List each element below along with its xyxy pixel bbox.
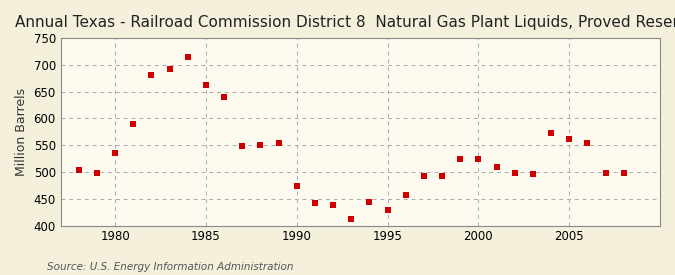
Title: Annual Texas - Railroad Commission District 8  Natural Gas Plant Liquids, Proved: Annual Texas - Railroad Commission Distr… xyxy=(15,15,675,30)
Point xyxy=(618,171,629,175)
Point xyxy=(310,200,321,205)
Point xyxy=(564,137,574,142)
Point xyxy=(273,141,284,145)
Point xyxy=(527,172,538,176)
Point xyxy=(491,164,502,169)
Point xyxy=(382,207,393,212)
Point xyxy=(200,82,211,87)
Point xyxy=(255,142,266,147)
Point xyxy=(600,171,611,175)
Point xyxy=(418,174,429,178)
Point xyxy=(146,73,157,77)
Point xyxy=(237,144,248,148)
Point xyxy=(400,193,411,197)
Point xyxy=(92,171,103,175)
Point xyxy=(74,168,84,172)
Y-axis label: Million Barrels: Million Barrels xyxy=(15,88,28,176)
Point xyxy=(327,203,338,207)
Point xyxy=(219,95,230,99)
Point xyxy=(455,156,466,161)
Point xyxy=(582,141,593,145)
Point xyxy=(346,216,356,221)
Point xyxy=(110,151,121,155)
Text: Source: U.S. Energy Information Administration: Source: U.S. Energy Information Administ… xyxy=(47,262,294,271)
Point xyxy=(128,122,139,126)
Point xyxy=(164,67,175,71)
Point xyxy=(364,200,375,204)
Point xyxy=(292,184,302,188)
Point xyxy=(510,170,520,175)
Point xyxy=(473,157,484,161)
Point xyxy=(182,55,193,59)
Point xyxy=(437,174,448,178)
Point xyxy=(545,131,556,136)
